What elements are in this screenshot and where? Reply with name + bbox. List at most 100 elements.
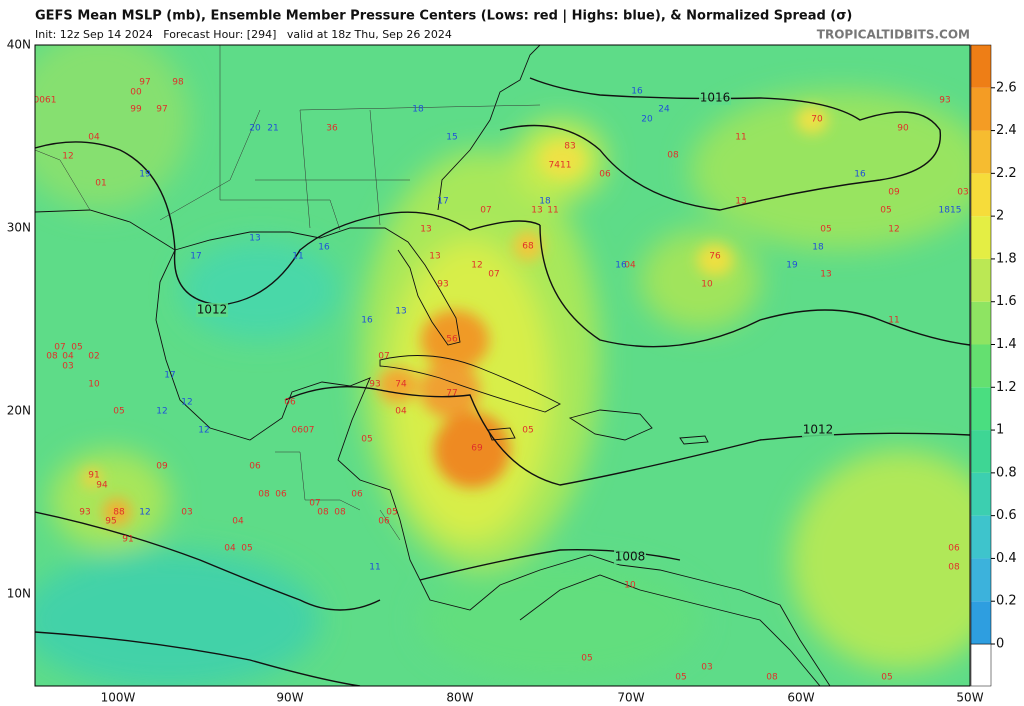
low-center: 13 — [531, 206, 542, 216]
low-center: 11 — [888, 316, 899, 326]
isobar-label: 1012 — [803, 423, 834, 437]
isobar-label-bg — [196, 303, 228, 317]
low-center: 12 — [471, 261, 482, 271]
lon-label: 90W — [276, 691, 303, 705]
lat-label: 20N — [7, 404, 31, 418]
low-center: 36 — [326, 124, 338, 134]
low-center: 88 — [113, 508, 125, 518]
low-center: 01 — [95, 179, 106, 189]
lon-label: 80W — [446, 691, 473, 705]
colorbar-segment — [971, 130, 991, 174]
low-center: 95 — [105, 517, 116, 527]
low-center: 05 — [241, 544, 252, 554]
high-center: 13 — [249, 234, 260, 244]
low-center: 68 — [522, 242, 534, 252]
high-center: 17 — [164, 371, 175, 381]
low-center: 11 — [547, 206, 558, 216]
low-center: 93 — [939, 96, 950, 106]
low-center: 99 — [130, 105, 142, 115]
low-center: 08 — [46, 352, 58, 362]
colorbar-tick-label: 0.4 — [996, 551, 1017, 566]
low-center: 10 — [701, 280, 713, 290]
colorbar-segment — [971, 601, 991, 644]
low-center: 08 — [334, 508, 346, 518]
low-center: 03 — [62, 362, 73, 372]
colorbar-segment — [971, 45, 991, 88]
high-center: 17 — [437, 197, 448, 207]
low-center: 03 — [957, 188, 968, 198]
low-center: 05 — [880, 206, 891, 216]
colorbar-segment — [971, 472, 991, 516]
low-center: 0061 — [34, 96, 57, 106]
low-center: 07 — [378, 352, 389, 362]
low-center: 09 — [888, 188, 900, 198]
low-center: 05 — [113, 407, 124, 417]
colorbar-segment — [971, 173, 991, 217]
low-center: 08 — [317, 508, 329, 518]
colorbar-tick-label: 0.6 — [996, 508, 1017, 523]
spread-maxima — [82, 106, 828, 526]
isobar-label: 1012 — [197, 303, 228, 317]
high-center: 13 — [395, 307, 406, 317]
lon-label: 50W — [956, 691, 983, 705]
low-center: 83 — [564, 142, 575, 152]
low-center: 00 — [130, 88, 142, 98]
low-center: 06 — [275, 490, 287, 500]
colorbar-tick-label: 0 — [996, 637, 1004, 652]
low-center: 02 — [88, 352, 99, 362]
isobar-label-bg — [699, 91, 731, 105]
colorbar-tick-label: 2.6 — [996, 80, 1017, 95]
colorbar-tick-label: 0.2 — [996, 594, 1017, 609]
colorbar-below — [970, 643, 992, 687]
low-center: 04 — [88, 133, 100, 143]
colorbar-segment — [971, 515, 991, 559]
low-center: 56 — [446, 335, 458, 345]
high-center: 20 — [249, 124, 261, 134]
colorbar-tick-label: 1.8 — [996, 251, 1017, 266]
low-center: 03 — [181, 508, 192, 518]
low-center: 05 — [881, 673, 892, 683]
low-center: 93 — [79, 508, 90, 518]
colorbar-tick-label: 2.2 — [996, 166, 1017, 181]
map-frame — [34, 44, 971, 687]
colorbar-tick-label: 1.4 — [996, 337, 1017, 352]
high-center: 21 — [267, 124, 278, 134]
low-center: 93 — [437, 280, 448, 290]
low-center: 03 — [701, 663, 712, 673]
high-center: 16 — [361, 316, 373, 326]
low-center: 77 — [446, 389, 457, 399]
low-center: 04 — [232, 517, 244, 527]
low-center: 06 — [284, 398, 296, 408]
low-center: 13 — [429, 252, 440, 262]
colorbar-segment — [971, 301, 991, 345]
coastlines — [35, 45, 831, 686]
colorbar-segment — [971, 258, 991, 302]
colorbar-segment — [971, 344, 991, 388]
colorbar-tick-label: 1 — [996, 423, 1004, 438]
low-center: 05 — [361, 435, 372, 445]
colorbar-tick-label: 1.6 — [996, 294, 1017, 309]
low-center: 12 — [62, 152, 73, 162]
low-center: 07 — [480, 206, 491, 216]
low-center: 07 — [488, 270, 499, 280]
low-center: 70 — [811, 115, 823, 125]
isobar-label-bg — [614, 550, 646, 564]
low-center: 04 — [224, 544, 236, 554]
high-center: 12 — [198, 426, 209, 436]
low-center: 10 — [624, 581, 636, 591]
high-center: 15 — [446, 133, 457, 143]
low-center: 12 — [888, 225, 899, 235]
low-center: 06 — [249, 462, 261, 472]
low-center: 05 — [581, 654, 592, 664]
colorbar-segment — [971, 216, 991, 259]
low-center: 7411 — [549, 161, 572, 171]
low-center: 04 — [395, 407, 407, 417]
isobar-label: 1008 — [615, 550, 646, 564]
high-center: 12 — [139, 508, 150, 518]
high-center: 17 — [190, 252, 201, 262]
low-center: 05 — [675, 673, 686, 683]
low-center: 69 — [471, 444, 483, 454]
low-center: 06 — [948, 544, 960, 554]
